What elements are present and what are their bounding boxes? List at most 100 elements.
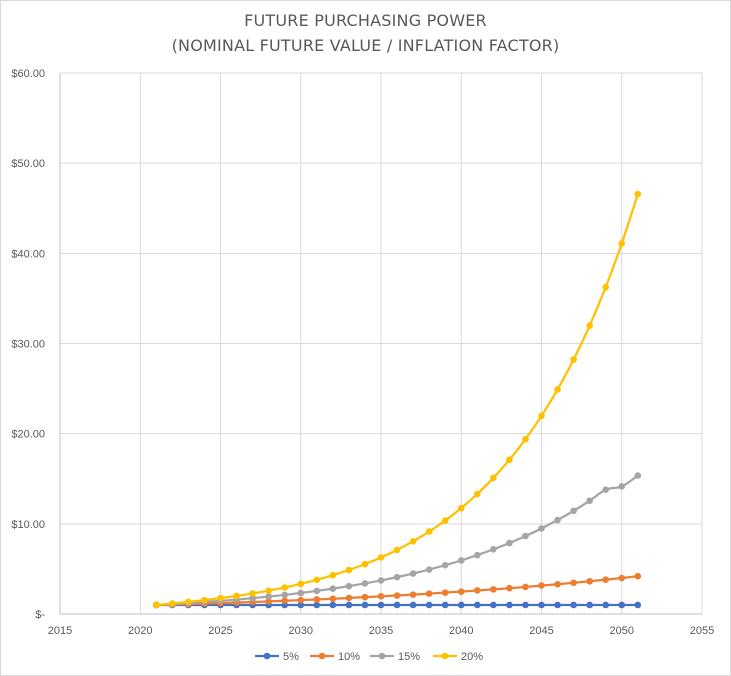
data-point xyxy=(441,601,449,609)
chart-title: FUTURE PURCHASING POWER xyxy=(244,11,487,30)
data-point xyxy=(538,525,545,532)
data-point xyxy=(409,601,417,609)
legend-item: 20% xyxy=(433,651,483,663)
data-point xyxy=(490,474,497,482)
y-tick-label: $40.00 xyxy=(11,248,45,260)
data-point xyxy=(345,601,353,609)
x-tick-label: 2015 xyxy=(48,625,72,637)
data-point xyxy=(361,580,369,587)
x-tick-label: 2050 xyxy=(610,625,634,637)
data-point xyxy=(506,601,513,609)
data-point xyxy=(217,594,224,602)
legend-label: 5% xyxy=(283,651,299,663)
data-point xyxy=(393,601,401,609)
data-point xyxy=(265,587,272,594)
x-tick-label: 2025 xyxy=(208,625,232,637)
data-point xyxy=(457,504,465,512)
data-point xyxy=(409,570,417,577)
legend-marker xyxy=(378,652,386,660)
y-tick-label: $50.00 xyxy=(11,158,45,170)
legend-label: 20% xyxy=(461,651,483,663)
data-point xyxy=(602,486,609,493)
data-point xyxy=(570,579,577,587)
data-point xyxy=(409,591,417,598)
data-point xyxy=(281,591,289,599)
data-point xyxy=(425,590,433,597)
data-point xyxy=(634,190,642,198)
legend-item: 10% xyxy=(310,651,360,663)
data-point xyxy=(490,586,497,593)
y-tick-label: $60.00 xyxy=(11,68,45,80)
data-point xyxy=(554,580,561,588)
data-point xyxy=(554,516,561,524)
data-point xyxy=(297,589,305,597)
data-point xyxy=(586,497,593,505)
data-point xyxy=(329,601,337,609)
x-tick-label: 2040 xyxy=(449,625,473,637)
data-point xyxy=(361,601,369,609)
data-point xyxy=(297,601,305,609)
data-point xyxy=(249,594,256,602)
x-tick-label: 2045 xyxy=(529,625,553,637)
data-point xyxy=(457,588,465,595)
data-point xyxy=(554,601,561,609)
data-point xyxy=(602,601,609,609)
data-point xyxy=(393,592,401,599)
data-point xyxy=(490,546,497,553)
data-point xyxy=(506,539,513,547)
x-tick-label: 2055 xyxy=(690,625,714,637)
data-point xyxy=(345,566,353,574)
data-point xyxy=(441,517,449,524)
series-line xyxy=(156,193,639,607)
data-point xyxy=(634,472,642,479)
data-point xyxy=(474,587,481,594)
x-tick-label: 2035 xyxy=(369,625,393,637)
series-15pct xyxy=(153,472,642,609)
legend-item: 15% xyxy=(370,651,420,663)
legend: 5% 10% 15% 20% xyxy=(255,651,483,663)
data-point xyxy=(425,528,433,535)
data-point xyxy=(265,598,272,605)
data-point xyxy=(522,583,529,591)
data-point xyxy=(522,532,529,540)
data-point xyxy=(441,561,449,569)
data-point xyxy=(409,538,417,545)
data-point xyxy=(185,598,192,606)
data-point xyxy=(538,601,545,609)
data-point xyxy=(618,240,626,247)
y-tick-label: $20.00 xyxy=(11,429,45,441)
data-point xyxy=(281,584,289,591)
data-point xyxy=(457,557,465,564)
data-point xyxy=(506,456,513,464)
data-point xyxy=(297,580,305,588)
data-point xyxy=(361,560,369,568)
data-point xyxy=(201,596,208,604)
data-point xyxy=(618,601,626,609)
data-point xyxy=(474,601,481,609)
data-point xyxy=(281,597,289,605)
data-point xyxy=(474,551,481,559)
data-point xyxy=(377,554,385,561)
gridlines xyxy=(60,72,703,614)
data-point xyxy=(265,593,272,600)
data-point xyxy=(249,590,256,597)
series-20pct xyxy=(153,190,642,609)
legend-marker xyxy=(263,652,271,660)
series-line xyxy=(156,474,639,607)
data-point xyxy=(377,601,385,609)
data-point xyxy=(377,577,385,584)
data-point xyxy=(377,593,385,600)
data-point xyxy=(313,601,321,609)
x-tick-label: 2020 xyxy=(128,625,152,637)
y-tick-label: $10.00 xyxy=(11,519,45,531)
data-point xyxy=(329,585,337,592)
legend-label: 15% xyxy=(398,651,420,663)
data-point xyxy=(313,587,321,595)
data-point xyxy=(313,576,321,584)
data-point xyxy=(393,546,401,554)
data-point xyxy=(538,582,545,589)
data-point xyxy=(570,507,577,515)
y-tick-label: $- xyxy=(35,609,45,621)
data-point xyxy=(169,600,176,607)
